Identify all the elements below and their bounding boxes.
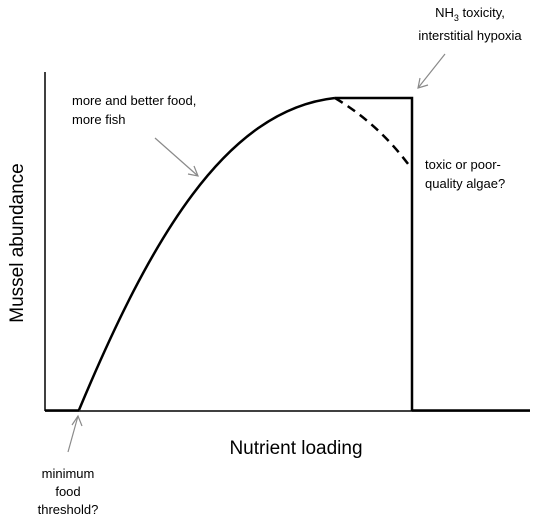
nh3-prefix: NH — [435, 5, 454, 20]
dashed-decline-curve — [334, 96, 413, 169]
y-axis-label: Mussel abundance — [7, 163, 28, 323]
threshold-annotation-line3: threshold? — [38, 502, 99, 517]
threshold-arrow — [67, 414, 83, 453]
algae-annotation-line1: toxic or poor- — [425, 157, 501, 172]
nh3-suffix: toxicity, — [459, 5, 505, 20]
nh3-subscript: 3 — [454, 13, 459, 23]
threshold-annotation-line2: food — [55, 484, 80, 499]
food-annotation-line1: more and better food, — [72, 93, 196, 108]
food-arrow — [154, 137, 199, 177]
abundance-curve — [77, 96, 336, 411]
algae-annotation-line2: quality algae? — [425, 176, 505, 191]
plateau-and-drop-line — [335, 96, 414, 411]
nh3-arrow — [417, 53, 446, 89]
food-annotation-line2: more fish — [72, 112, 125, 127]
x-axis-label: Nutrient loading — [229, 438, 362, 459]
nh3-annotation-line1: NH3 toxicity, — [435, 5, 505, 23]
threshold-annotation-line1: minimum — [42, 466, 95, 481]
nh3-annotation-line2: interstitial hypoxia — [418, 28, 522, 43]
